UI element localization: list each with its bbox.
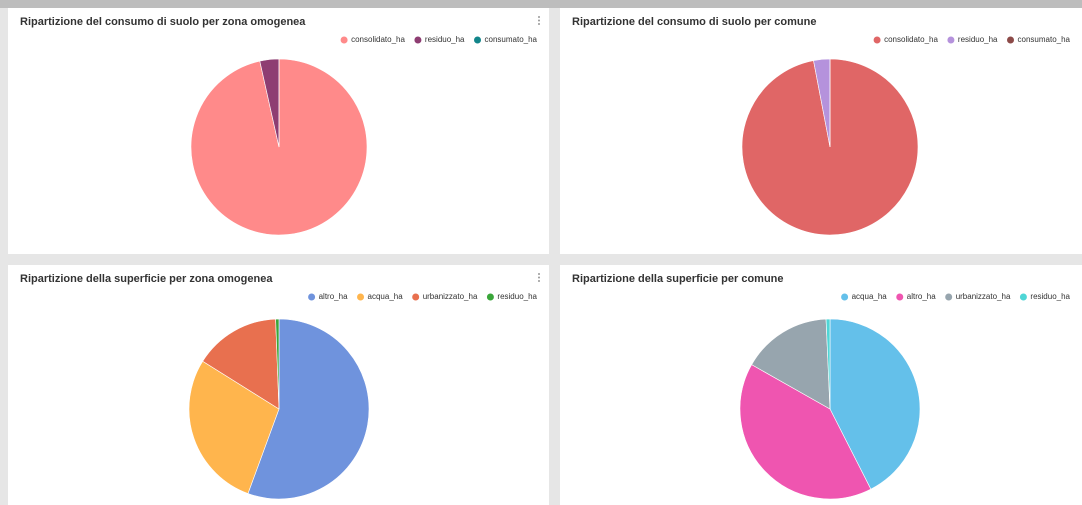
top-strip	[0, 0, 1082, 8]
pie-slice	[825, 318, 831, 410]
legend-swatch	[414, 36, 422, 44]
legend-swatch	[340, 36, 348, 44]
legend-swatch	[945, 293, 953, 301]
menu-dot	[538, 280, 540, 282]
legend-label: residuo_ha	[497, 292, 537, 301]
pie-slice	[188, 360, 280, 494]
legend-swatch	[1019, 293, 1027, 301]
menu-dot	[538, 276, 540, 279]
legend-swatch	[841, 293, 849, 301]
legend-label: residuo_ha	[425, 35, 465, 44]
pie-slice	[751, 318, 831, 410]
legend-label: acqua_ha	[852, 292, 888, 301]
pie-slice	[247, 318, 370, 500]
legend-swatch	[486, 293, 494, 301]
legend-label: consumato_ha	[485, 35, 538, 44]
legend-label: consolidato_ha	[351, 35, 405, 44]
chart-panel: Ripartizione del consumo di suolo per co…	[560, 8, 1082, 254]
legend-swatch	[1007, 36, 1015, 44]
chart-panel: Ripartizione della superficie per comune…	[560, 265, 1082, 505]
menu-dot	[538, 23, 540, 25]
menu-dot	[538, 19, 540, 22]
pie-slice	[829, 318, 921, 490]
chart-panel: Ripartizione del consumo di suolo per zo…	[8, 8, 549, 254]
legend-label: urbanizzato_ha	[956, 292, 1011, 301]
pie-slice	[202, 318, 280, 410]
chart-title: Ripartizione del consumo di suolo per co…	[572, 16, 816, 28]
legend-label: altro_ha	[907, 292, 936, 301]
legend-swatch	[412, 293, 420, 301]
legend-swatch	[873, 36, 881, 44]
legend-swatch	[474, 36, 482, 44]
chart-panel: Ripartizione della superficie per zona o…	[8, 265, 549, 505]
chart-title: Ripartizione del consumo di suolo per zo…	[20, 16, 306, 28]
chart-title: Ripartizione della superficie per zona o…	[20, 273, 273, 285]
menu-dot	[538, 273, 540, 275]
legend-label: consumato_ha	[1018, 35, 1071, 44]
legend-swatch	[357, 293, 365, 301]
legend-label: altro_ha	[319, 292, 348, 301]
legend-label: residuo_ha	[958, 35, 998, 44]
legend-swatch	[308, 293, 316, 301]
pie-slice	[275, 318, 280, 410]
menu-dot	[538, 16, 540, 18]
legend-swatch	[896, 293, 904, 301]
chart-title: Ripartizione della superficie per comune	[572, 273, 784, 285]
legend-label: consolidato_ha	[884, 35, 938, 44]
legend-label: residuo_ha	[1030, 292, 1070, 301]
legend-label: acqua_ha	[368, 292, 404, 301]
legend-swatch	[947, 36, 955, 44]
legend-label: urbanizzato_ha	[423, 292, 478, 301]
pie-slice	[739, 364, 872, 500]
